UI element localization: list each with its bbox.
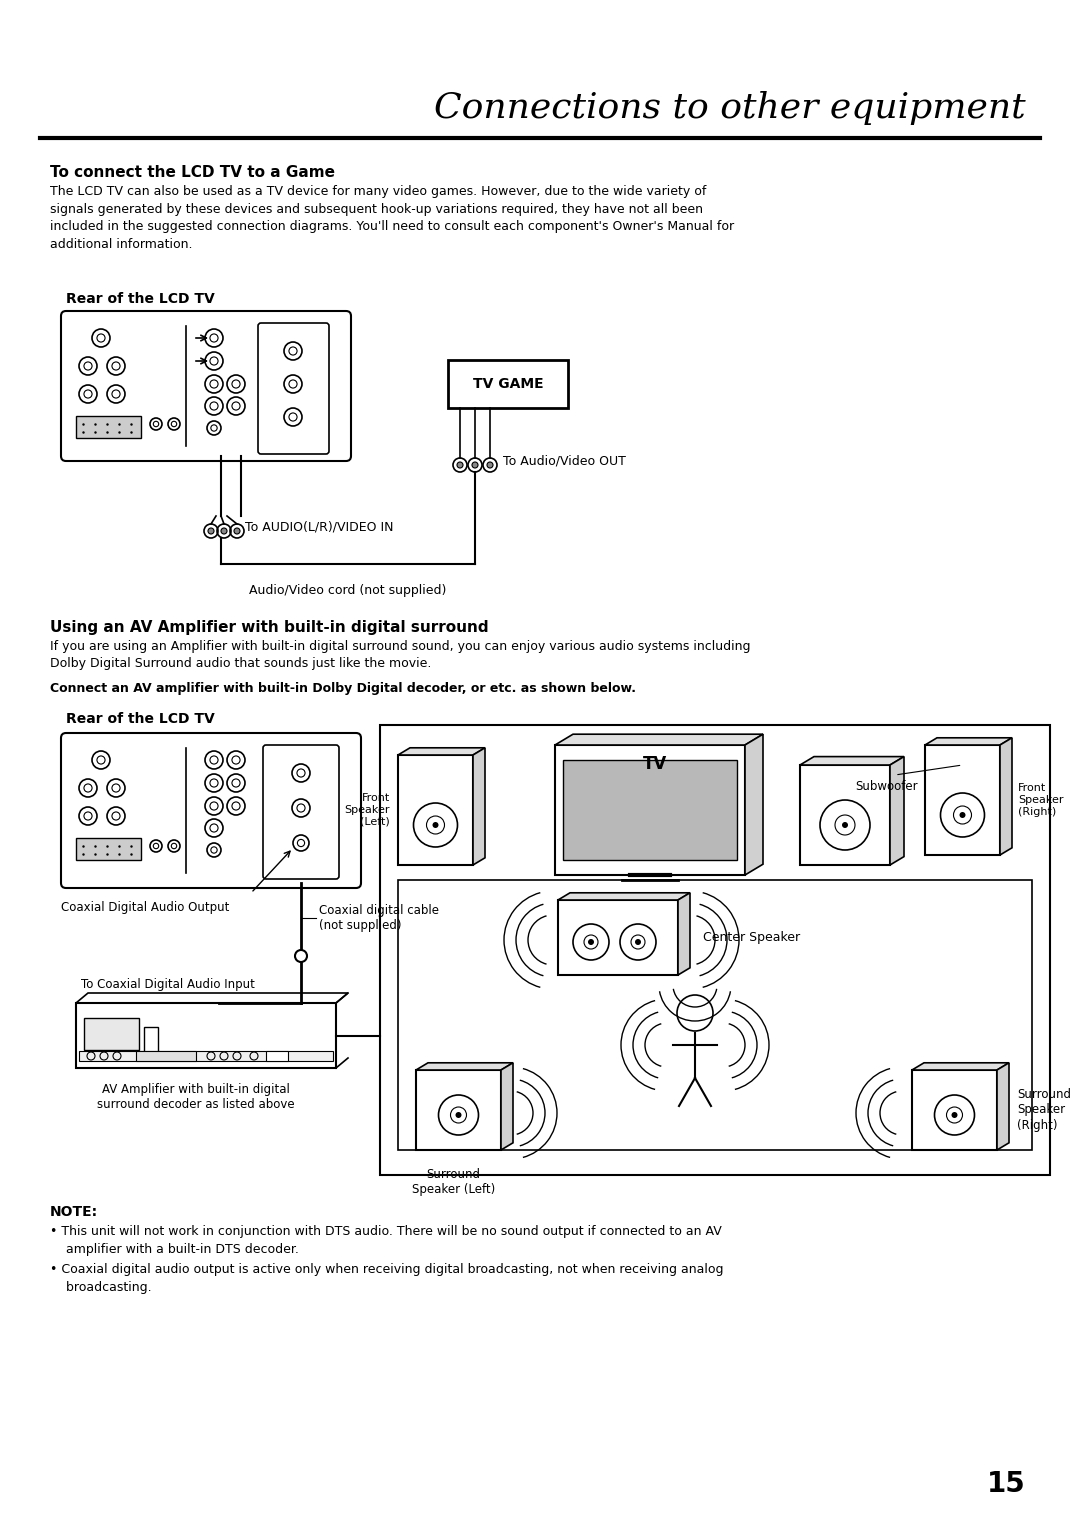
Text: To Audio/Video OUT: To Audio/Video OUT	[503, 454, 626, 468]
FancyBboxPatch shape	[60, 733, 361, 888]
Bar	[558, 900, 678, 975]
Bar	[448, 361, 568, 408]
Polygon shape	[997, 1063, 1009, 1151]
Circle shape	[959, 811, 966, 817]
Text: Connect an AV amplifier with built-in Dolby Digital decoder, or etc. as shown be: Connect an AV amplifier with built-in Do…	[50, 681, 636, 695]
Circle shape	[472, 461, 478, 468]
Text: 15: 15	[987, 1470, 1026, 1497]
Bar	[76, 416, 141, 439]
Circle shape	[208, 529, 214, 533]
Bar	[563, 759, 737, 860]
Text: Using an AV Amplifier with built-in digital surround: Using an AV Amplifier with built-in digi…	[50, 620, 488, 636]
Text: Rear of the LCD TV: Rear of the LCD TV	[66, 292, 215, 306]
Circle shape	[221, 529, 227, 533]
Circle shape	[842, 822, 848, 828]
Bar	[79, 1051, 333, 1060]
Text: Rear of the LCD TV: Rear of the LCD TV	[66, 712, 215, 726]
Text: TV GAME: TV GAME	[473, 377, 543, 391]
Polygon shape	[924, 738, 1012, 746]
Text: • Coaxial digital audio output is active only when receiving digital broadcastin: • Coaxial digital audio output is active…	[50, 1264, 724, 1294]
Bar	[416, 1070, 501, 1151]
Bar	[136, 1051, 195, 1060]
Bar	[144, 1027, 158, 1053]
Text: TV: TV	[643, 755, 667, 773]
Bar	[399, 755, 473, 865]
Circle shape	[588, 940, 594, 944]
Polygon shape	[800, 756, 904, 766]
Circle shape	[456, 1112, 461, 1118]
Bar	[555, 746, 745, 876]
Text: Subwoofer: Subwoofer	[855, 779, 918, 793]
Bar	[800, 766, 890, 865]
Text: • This unit will not work in conjunction with DTS audio. There will be no sound : • This unit will not work in conjunction…	[50, 1225, 721, 1256]
Circle shape	[635, 940, 642, 944]
Text: Coaxial digital cable
(not supplied): Coaxial digital cable (not supplied)	[319, 905, 438, 932]
Bar	[84, 1018, 139, 1050]
Text: Surround
Speaker (Left): Surround Speaker (Left)	[411, 1167, 495, 1196]
Text: Audio/Video cord (not supplied): Audio/Video cord (not supplied)	[249, 584, 447, 597]
Polygon shape	[1000, 738, 1012, 856]
Text: To Coaxial Digital Audio Input: To Coaxial Digital Audio Input	[81, 978, 255, 992]
Polygon shape	[555, 733, 762, 746]
Polygon shape	[399, 747, 485, 755]
FancyBboxPatch shape	[264, 746, 339, 879]
Text: Front
Speaker
(Right): Front Speaker (Right)	[1018, 784, 1064, 816]
Text: Front
Speaker
(Left): Front Speaker (Left)	[345, 793, 390, 827]
Circle shape	[234, 529, 240, 533]
Text: To AUDIO(L/R)/VIDEO IN: To AUDIO(L/R)/VIDEO IN	[245, 521, 393, 533]
Bar	[380, 724, 1050, 1175]
Bar	[912, 1070, 997, 1151]
Polygon shape	[558, 892, 690, 900]
Polygon shape	[473, 747, 485, 865]
Text: Surround
Speaker
(Right): Surround Speaker (Right)	[1017, 1088, 1071, 1132]
Polygon shape	[501, 1063, 513, 1151]
Polygon shape	[912, 1063, 1009, 1070]
FancyBboxPatch shape	[258, 322, 329, 454]
Polygon shape	[745, 733, 762, 876]
Circle shape	[457, 461, 463, 468]
Text: NOTE:: NOTE:	[50, 1206, 98, 1219]
Polygon shape	[416, 1063, 513, 1070]
Circle shape	[487, 461, 492, 468]
Text: If you are using an Amplifier with built-in digital surround sound, you can enjo: If you are using an Amplifier with built…	[50, 640, 751, 671]
Bar	[924, 746, 1000, 856]
Polygon shape	[890, 756, 904, 865]
Bar	[76, 1002, 336, 1068]
Bar	[266, 1051, 288, 1060]
Circle shape	[951, 1112, 958, 1118]
Bar	[76, 837, 141, 860]
Text: Connections to other equipment: Connections to other equipment	[434, 92, 1026, 125]
Circle shape	[432, 822, 438, 828]
Text: To connect the LCD TV to a Game: To connect the LCD TV to a Game	[50, 165, 335, 180]
Bar	[399, 880, 1032, 1151]
Text: Center Speaker: Center Speaker	[703, 932, 800, 944]
Text: AV Amplifier with built-in digital
surround decoder as listed above: AV Amplifier with built-in digital surro…	[97, 1083, 295, 1111]
FancyBboxPatch shape	[60, 312, 351, 461]
Text: The LCD TV can also be used as a TV device for many video games. However, due to: The LCD TV can also be used as a TV devi…	[50, 185, 734, 251]
Polygon shape	[678, 892, 690, 975]
Text: Coaxial Digital Audio Output: Coaxial Digital Audio Output	[60, 902, 229, 914]
